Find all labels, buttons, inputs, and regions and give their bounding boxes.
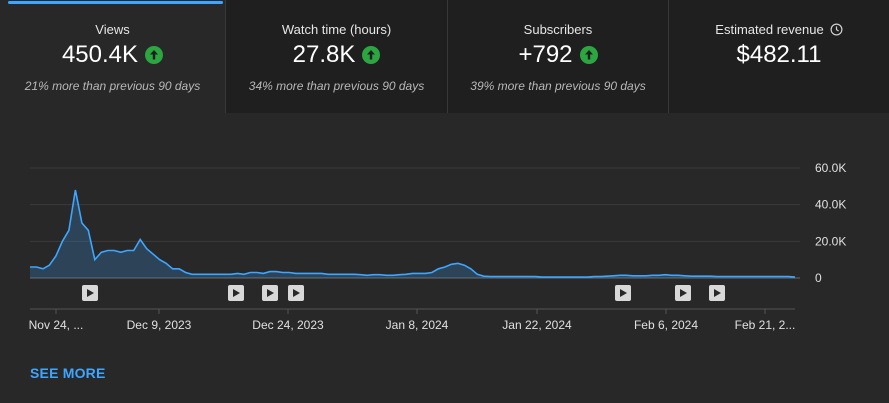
series-area	[30, 190, 795, 278]
play-icon	[87, 289, 94, 297]
tab-title-row: Estimated revenue	[669, 22, 889, 37]
trend-up-icon	[362, 46, 381, 64]
metric-value: +792	[518, 41, 573, 68]
comparison-text: 39% more than previous 90 days	[470, 79, 646, 93]
trend-up-icon	[579, 46, 598, 64]
tab-watch-time[interactable]: Watch time (hours) 27.8K 34% more than p…	[226, 0, 448, 113]
x-tick-label: Feb 21, 2...	[735, 318, 796, 332]
metric-tabs: Views 450.4K 21% more than previous 90 d…	[0, 0, 889, 113]
y-tick-label: 40.0K	[815, 198, 846, 212]
see-more-link[interactable]: SEE MORE	[30, 365, 106, 381]
metric-value: 450.4K	[61, 41, 139, 68]
tab-value-row: +792	[448, 41, 668, 69]
comparison-text: 34% more than previous 90 days	[248, 79, 425, 93]
clock-icon[interactable]	[830, 23, 843, 36]
x-tick-label: Jan 8, 2024	[386, 318, 449, 332]
y-tick-label: 20.0K	[815, 234, 846, 248]
x-tick-label: Feb 6, 2024	[634, 318, 698, 332]
tab-title: Watch time (hours)	[281, 22, 392, 37]
tab-subscribers[interactable]: Subscribers +792 39% more than previous …	[448, 0, 669, 113]
tab-value-row: 450.4K	[0, 41, 225, 69]
metric-value: 27.8K	[292, 41, 356, 68]
play-icon	[293, 289, 300, 297]
y-tick-label: 0	[815, 271, 822, 285]
views-chart: 60.0K 40.0K 20.0K 0 Nov 24, ... Dec 9, 2023 De…	[0, 113, 889, 343]
play-icon	[267, 289, 274, 297]
trend-up-icon	[145, 46, 164, 64]
x-tick-label: Dec 24, 2023	[252, 318, 324, 332]
tab-value-row: $482.11	[669, 41, 889, 69]
series-line-views	[30, 189, 796, 278]
tab-title: Views	[95, 22, 130, 37]
play-icon	[620, 289, 627, 297]
x-tick-label: Jan 22, 2024	[502, 318, 572, 332]
tab-title: Estimated revenue	[715, 22, 824, 37]
play-icon	[714, 289, 721, 297]
comparison-text: 21% more than previous 90 days	[24, 79, 201, 93]
play-icon	[233, 289, 240, 297]
chart-svg: 60.0K 40.0K 20.0K 0 Nov 24, ... Dec 9, 2023 De…	[29, 161, 847, 332]
x-tick-label: Dec 9, 2023	[127, 318, 192, 332]
metric-value: $482.11	[736, 41, 822, 68]
play-icon	[680, 289, 687, 297]
tab-estimated-revenue[interactable]: Estimated revenue $482.11	[669, 0, 889, 113]
tab-value-row: 27.8K	[226, 41, 447, 69]
x-tick-label: Nov 24, ...	[29, 318, 84, 332]
tab-title: Subscribers	[523, 22, 593, 37]
tab-views[interactable]: Views 450.4K 21% more than previous 90 d…	[0, 0, 226, 113]
y-tick-label: 60.0K	[815, 161, 846, 175]
